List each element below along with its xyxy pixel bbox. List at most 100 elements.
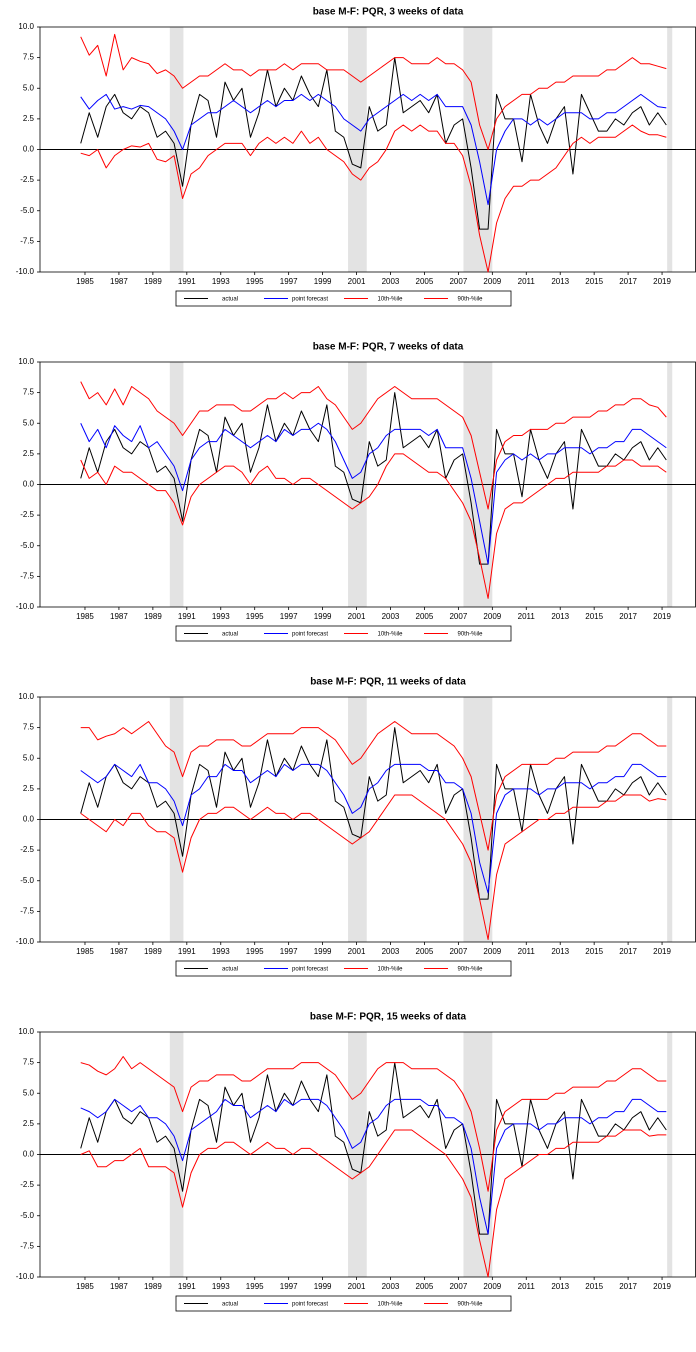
series-line <box>80 727 667 900</box>
x-tick-label: 1989 <box>144 612 162 621</box>
y-tick-label: 0.0 <box>23 815 35 824</box>
x-tick-label: 2013 <box>551 947 569 956</box>
x-tick-label: 1991 <box>178 612 196 621</box>
legend-label: 90th-%ile <box>457 1302 483 1308</box>
x-tick-label: 2019 <box>653 1282 671 1291</box>
x-tick-label: 1999 <box>314 1282 332 1291</box>
x-tick-label: 2011 <box>518 612 536 621</box>
legend-label: point forecast <box>292 1302 328 1308</box>
y-tick-label: -7.5 <box>20 906 34 915</box>
x-tick-label: 2001 <box>348 1282 366 1291</box>
panel: 10.0 7.5 5.0 2.5 0.0 -2.5 -5.0 -7.5 -10.0 1985 198… <box>16 7 696 307</box>
y-tick-label: 0.0 <box>23 145 35 154</box>
y-tick-label: 0.0 <box>23 480 35 489</box>
legend-box <box>175 290 512 307</box>
y-tick-label: 2.5 <box>23 114 35 123</box>
x-tick-label: 1985 <box>76 1282 94 1291</box>
x-tick-label: 1995 <box>246 1282 264 1291</box>
series-line <box>80 1056 667 1192</box>
x-tick-label: 1991 <box>178 1282 196 1291</box>
series-line <box>80 33 667 150</box>
legend-label: actual <box>222 1302 238 1308</box>
x-tick-label: 2005 <box>416 277 434 286</box>
series-line <box>80 721 667 851</box>
x-tick-label: 2005 <box>416 612 434 621</box>
legend: actual point forecast 10th-%ile 90th-%ile <box>175 1295 512 1312</box>
x-tick-label: 1993 <box>212 277 230 286</box>
y-tick-label: 10.0 <box>18 1027 34 1036</box>
y-tick-label: -5.0 <box>20 206 34 215</box>
x-tick-label: 1987 <box>110 1282 128 1291</box>
x-tick-label: 2015 <box>585 277 603 286</box>
chart-title: base M-F: PQR, 11 weeks of data <box>310 677 466 688</box>
x-tick-label: 2001 <box>348 277 366 286</box>
x-tick-label: 2003 <box>382 277 400 286</box>
chart-title: base M-F: PQR, 7 weeks of data <box>313 342 464 353</box>
x-tick-label: 1997 <box>280 277 298 286</box>
y-tick-label: 5.0 <box>23 1088 35 1097</box>
x-tick-label: 1995 <box>246 612 264 621</box>
x-tick-label: 1993 <box>212 947 230 956</box>
x-tick-label: 1989 <box>144 277 162 286</box>
series-line <box>80 1062 667 1235</box>
series-line <box>80 763 667 894</box>
x-tick-label: 1989 <box>144 947 162 956</box>
x-tick-label: 1985 <box>76 277 94 286</box>
series-line <box>80 453 667 599</box>
x-tick-label: 2013 <box>551 277 569 286</box>
y-tick-label: 5.0 <box>23 83 35 92</box>
x-tick-label: 1997 <box>280 1282 298 1291</box>
panel: 10.0 7.5 5.0 2.5 0.0 -2.5 -5.0 -7.5 -10.0 1985 198… <box>16 342 696 642</box>
series-line <box>80 57 667 230</box>
y-tick-label: 2.5 <box>23 1119 35 1128</box>
x-tick-label: 2019 <box>653 612 671 621</box>
series-line <box>80 381 667 510</box>
series-line <box>80 124 667 273</box>
chart-title: base M-F: PQR, 15 weeks of data <box>310 1012 467 1023</box>
x-tick-label: 2015 <box>585 947 603 956</box>
x-tick-label: 1987 <box>110 612 128 621</box>
x-tick-label: 2007 <box>449 612 467 621</box>
legend-label: 90th-%ile <box>457 632 483 638</box>
series-line <box>80 1098 667 1235</box>
y-tick-label: -2.5 <box>20 845 34 854</box>
y-tick-label: -10.0 <box>16 1272 35 1281</box>
y-tick-label: 7.5 <box>23 388 35 397</box>
legend-box <box>175 625 512 642</box>
x-tick-label: 2013 <box>551 612 569 621</box>
series-line <box>80 1129 667 1278</box>
x-tick-label: 1999 <box>314 947 332 956</box>
x-tick-label: 2003 <box>382 947 400 956</box>
x-tick-label: 1997 <box>280 612 298 621</box>
x-tick-label: 2007 <box>449 947 467 956</box>
y-tick-label: 0.0 <box>23 1150 35 1159</box>
legend-label: 90th-%ile <box>457 297 483 303</box>
x-tick-label: 2019 <box>653 277 671 286</box>
y-tick-label: 5.0 <box>23 418 35 427</box>
legend-box <box>175 1295 512 1312</box>
x-tick-label: 1985 <box>76 612 94 621</box>
y-tick-label: -7.5 <box>20 236 34 245</box>
x-tick-label: 2001 <box>348 947 366 956</box>
legend-box <box>175 960 512 977</box>
x-tick-label: 1995 <box>246 277 264 286</box>
x-tick-label: 2015 <box>585 612 603 621</box>
y-tick-label: -10.0 <box>16 937 35 946</box>
x-tick-label: 2019 <box>653 947 671 956</box>
series-line <box>80 794 667 941</box>
x-tick-label: 2011 <box>518 1282 536 1291</box>
y-tick-label: -10.0 <box>16 602 35 611</box>
x-tick-label: 1987 <box>110 947 128 956</box>
x-tick-label: 2017 <box>619 1282 637 1291</box>
legend-label: point forecast <box>292 632 328 638</box>
y-tick-label: 2.5 <box>23 449 35 458</box>
panel: 10.0 7.5 5.0 2.5 0.0 -2.5 -5.0 -7.5 -10.0 1985 198… <box>16 1012 696 1312</box>
x-tick-label: 2011 <box>518 277 536 286</box>
x-tick-label: 1995 <box>246 947 264 956</box>
x-tick-label: 1991 <box>178 277 196 286</box>
x-tick-label: 2013 <box>551 1282 569 1291</box>
x-tick-label: 2017 <box>619 277 637 286</box>
legend: actual point forecast 10th-%ile 90th-%ile <box>175 625 512 642</box>
